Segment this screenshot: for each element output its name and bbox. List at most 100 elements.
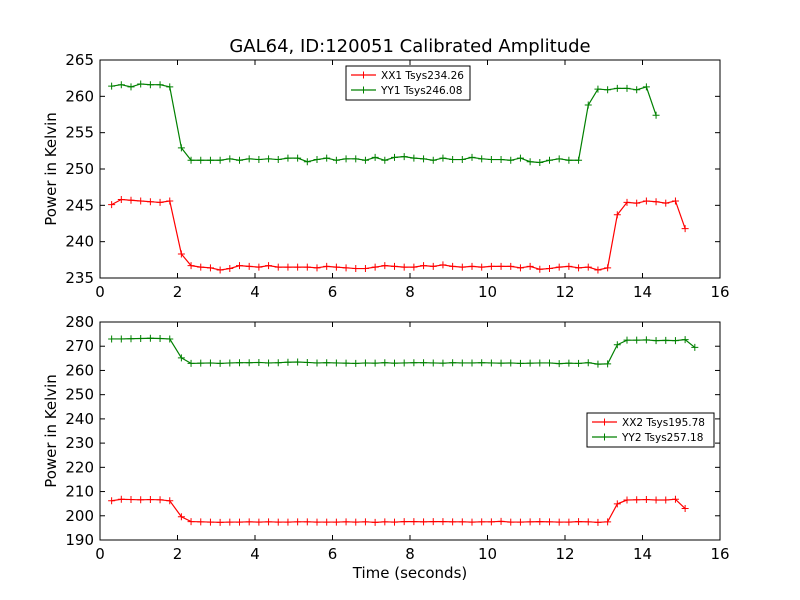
data-point [681, 225, 689, 233]
y-tick-label: 260 [65, 361, 94, 379]
data-point [108, 82, 116, 90]
data-point [575, 518, 583, 526]
data-point [127, 335, 135, 343]
x-axis-label: Time (seconds) [352, 564, 468, 582]
x-tick-label: 4 [250, 545, 260, 563]
data-point [156, 334, 164, 342]
data-point [303, 158, 311, 166]
y-axis-label: Power in Kelvin [42, 112, 60, 226]
data-point [546, 156, 553, 164]
legend-label: XX2 Tsys195.78 [622, 417, 705, 429]
data-point [332, 518, 340, 526]
data-point [332, 359, 340, 367]
y-tick-label: 235 [65, 269, 94, 287]
data-point [245, 262, 253, 270]
data-point [226, 265, 234, 273]
data-point [507, 262, 515, 270]
data-point [487, 262, 495, 270]
data-point [294, 154, 302, 162]
legend-marker [360, 71, 367, 79]
data-point [245, 359, 253, 367]
data-point [381, 518, 389, 526]
data-point [662, 336, 670, 344]
x-tick-label: 2 [173, 545, 183, 563]
data-point [371, 359, 379, 367]
data-point [575, 156, 583, 164]
data-point [526, 262, 534, 270]
data-point [137, 496, 145, 504]
data-point [216, 266, 224, 274]
data-point [177, 144, 185, 152]
data-point [137, 80, 145, 88]
data-point [236, 518, 243, 526]
data-point [265, 518, 273, 526]
data-point [342, 264, 350, 272]
data-point [449, 262, 457, 270]
y-tick-label: 250 [65, 160, 94, 178]
data-point [546, 265, 553, 273]
data-point [391, 518, 398, 526]
data-point [613, 500, 621, 508]
data-point [623, 198, 631, 206]
data-point [565, 359, 573, 367]
data-point [313, 518, 321, 526]
data-point [294, 358, 302, 366]
data-point [439, 359, 447, 367]
y-tick-label: 240 [65, 410, 94, 428]
x-tick-label: 8 [405, 283, 415, 301]
data-point [478, 359, 486, 367]
data-point [671, 337, 679, 345]
data-point [303, 358, 311, 366]
data-point [400, 263, 408, 271]
data-point [187, 518, 195, 526]
data-point [526, 158, 534, 166]
data-point [323, 262, 331, 270]
data-point [274, 359, 282, 367]
data-point [303, 263, 311, 271]
data-point [526, 518, 534, 526]
data-point [642, 83, 650, 91]
data-point [274, 263, 282, 271]
data-point [546, 518, 553, 526]
data-point [681, 505, 689, 513]
data-point [400, 153, 408, 161]
data-point [323, 518, 331, 526]
x-tick-label: 6 [328, 283, 338, 301]
data-point [652, 198, 660, 206]
data-point [352, 518, 360, 526]
data-point [468, 359, 476, 367]
data-point [400, 518, 408, 526]
y-tick-label: 220 [65, 458, 94, 476]
y-axis-label: Power in Kelvin [42, 374, 60, 488]
x-tick-label: 8 [405, 545, 415, 563]
chart-title: GAL64, ID:120051 Calibrated Amplitude [229, 36, 590, 57]
data-point [594, 266, 602, 274]
data-point [166, 197, 174, 205]
data-point [323, 359, 331, 367]
data-point [226, 155, 234, 163]
data-point [555, 155, 563, 163]
data-point [177, 250, 185, 258]
data-point [584, 359, 592, 367]
data-point [478, 518, 486, 526]
data-point [410, 263, 418, 271]
data-point [516, 359, 524, 367]
data-point [187, 156, 195, 164]
x-tick-label: 4 [250, 283, 260, 301]
data-point [536, 518, 544, 526]
data-point [187, 359, 195, 367]
y-tick-label: 230 [65, 434, 94, 452]
y-tick-label: 255 [65, 124, 94, 142]
data-point [420, 262, 428, 270]
data-point [391, 359, 398, 367]
data-point [623, 496, 631, 504]
data-point [526, 359, 534, 367]
data-point [117, 81, 125, 89]
data-point [671, 197, 679, 205]
data-point [449, 518, 457, 526]
data-point [313, 359, 321, 367]
data-point [197, 263, 205, 271]
data-point [284, 154, 292, 162]
data-point [206, 156, 214, 164]
x-tick-label: 10 [478, 545, 497, 563]
